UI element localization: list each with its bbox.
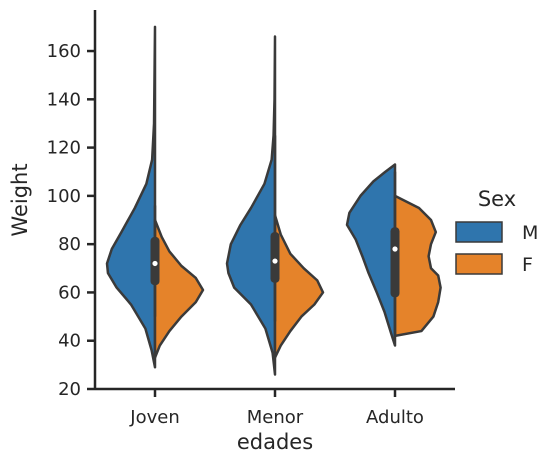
y-tick-label: 160 (47, 41, 81, 62)
violin-f-menor (273, 213, 325, 359)
violin-m-adulto (345, 163, 397, 347)
x-tick-label: Adulto (366, 407, 424, 428)
legend-swatch (455, 253, 503, 275)
y-tick-label: 140 (47, 89, 81, 110)
y-tick-label: 40 (58, 331, 81, 352)
x-ticks: Joven Menor Adulto (129, 389, 424, 428)
y-tick-label: 80 (58, 234, 81, 255)
box-median (272, 258, 278, 264)
y-tick-label: 20 (58, 379, 81, 400)
violin-m-joven (105, 25, 157, 369)
legend-swatch (455, 221, 503, 243)
box-iqr (390, 227, 400, 298)
x-tick-label: Joven (129, 407, 179, 428)
box-layer (150, 135, 400, 336)
y-axis-label: Weight (8, 163, 32, 236)
y-tick-label: 60 (58, 282, 81, 303)
legend-label: M (522, 222, 538, 244)
legend-title: Sex (478, 187, 516, 211)
violin-m-menor (225, 35, 277, 376)
violin-f-joven (153, 218, 205, 359)
x-axis-label: edades (237, 430, 313, 454)
box-median (152, 260, 158, 267)
legend: Sex MF (455, 187, 538, 276)
violin-f-adulto (393, 194, 442, 338)
y-tick-label: 120 (47, 138, 81, 159)
violins-layer (105, 25, 442, 376)
box-iqr (270, 232, 280, 283)
y-tick-label: 100 (47, 186, 81, 207)
legend-label: F (522, 254, 533, 276)
y-ticks: 20 40 60 80 100 120 140 160 (47, 41, 95, 400)
x-tick-label: Menor (247, 407, 304, 428)
box-median (392, 246, 398, 252)
